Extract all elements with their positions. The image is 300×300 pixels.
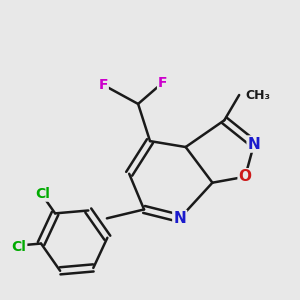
Text: N: N	[248, 136, 260, 152]
Text: F: F	[158, 76, 167, 90]
Text: N: N	[173, 211, 186, 226]
Text: Cl: Cl	[35, 187, 50, 201]
Text: Cl: Cl	[11, 240, 26, 254]
Text: CH₃: CH₃	[246, 88, 271, 101]
Text: F: F	[98, 78, 108, 92]
Text: O: O	[238, 169, 252, 184]
